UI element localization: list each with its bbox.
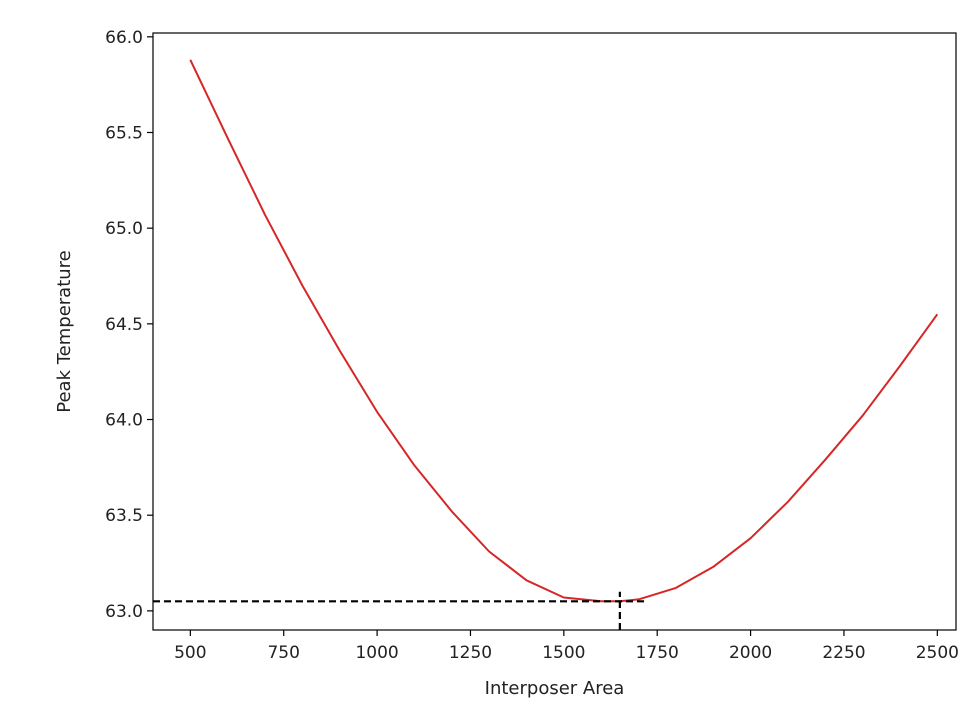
y-tick-label: 66.0: [105, 28, 143, 48]
x-tick-label: 1000: [355, 643, 398, 663]
x-tick-label: 1250: [449, 643, 492, 663]
y-tick-label: 63.0: [105, 602, 143, 622]
y-tick-label: 65.5: [105, 124, 143, 144]
y-tick-label: 65.0: [105, 219, 143, 239]
y-tick-label: 64.0: [105, 411, 143, 431]
series-line-0: [189, 59, 939, 603]
plot-area: [153, 59, 939, 630]
x-tick-label: 750: [267, 643, 299, 663]
x-tick-label: 1500: [542, 643, 585, 663]
x-axis: 500 750 1000 1250 1500 1750 2000 2250 2500: [174, 630, 959, 663]
axes-frame: [152, 32, 957, 631]
x-tick-label: 500: [174, 643, 206, 663]
x-tick-label: 2250: [822, 643, 865, 663]
y-tick-label: 63.5: [105, 506, 143, 526]
x-tick-label: 2000: [729, 643, 772, 663]
y-axis-label: Peak Temperature: [54, 250, 75, 412]
x-tick-label: 1750: [636, 643, 679, 663]
y-tick-label: 64.5: [105, 315, 143, 335]
x-tick-label: 2500: [916, 643, 959, 663]
x-axis-label: Interposer Area: [485, 678, 625, 699]
y-axis: 63.0 63.5 64.0 64.5 65.0 65.5 66.0: [105, 28, 153, 622]
